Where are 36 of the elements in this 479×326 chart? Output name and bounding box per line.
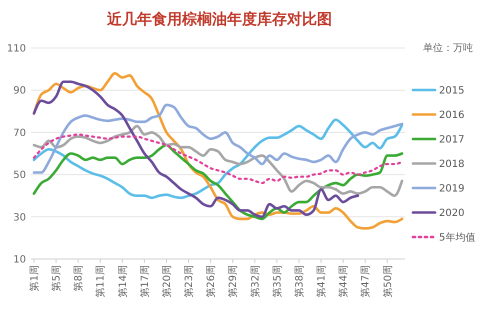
- x-tick-label: 第41周: [316, 265, 328, 298]
- line-series: [32, 144, 404, 220]
- x-tick-label: 第1周: [28, 265, 40, 292]
- x-tick-label: 第5周: [50, 265, 63, 292]
- x-tick-label: 第8周: [72, 265, 85, 292]
- x-tick-label: 第32周: [249, 265, 262, 298]
- chart-title: 近几年食用棕榈油年度库存对比图: [106, 10, 332, 28]
- y-tick-label: 70: [13, 128, 26, 139]
- legend-label: 5年均值: [439, 232, 476, 244]
- x-tick-label: 第11周: [94, 265, 107, 298]
- legend-label: 2015: [439, 86, 464, 96]
- x-tick-label: 第35周: [271, 265, 284, 298]
- text: 单位：万吨: [423, 42, 473, 54]
- x-tick-label: 第44周: [338, 265, 350, 298]
- x-tick-label: 第29周: [227, 265, 240, 298]
- legend-label: 2017: [439, 134, 464, 146]
- line-series: [32, 80, 360, 218]
- x-tick-label: 第50周: [382, 265, 394, 298]
- x-tick-label: 第26周: [205, 265, 218, 298]
- y-tick-label: 90: [13, 86, 26, 97]
- x-tick-label: 第17周: [138, 265, 151, 298]
- x-tick-label: 第38周: [293, 265, 306, 298]
- legend-label: 2020: [439, 208, 464, 219]
- line-series: [32, 104, 404, 174]
- x-tick-label: 第20周: [160, 265, 173, 298]
- y-tick-label: 50: [13, 170, 26, 182]
- legend-label: 2018: [439, 159, 464, 170]
- y-tick-label: 110: [6, 44, 26, 54]
- line-series: [32, 133, 404, 184]
- y-tick-label: 30: [13, 212, 26, 224]
- x-tick-label: 第14周: [116, 265, 129, 298]
- x-tick-label: 第47周: [360, 265, 372, 298]
- y-tick-label: 10: [13, 254, 26, 266]
- legend-label: 2016: [439, 110, 464, 121]
- legend-label: 2019: [439, 184, 464, 194]
- x-tick-label: 第23周: [183, 265, 196, 298]
